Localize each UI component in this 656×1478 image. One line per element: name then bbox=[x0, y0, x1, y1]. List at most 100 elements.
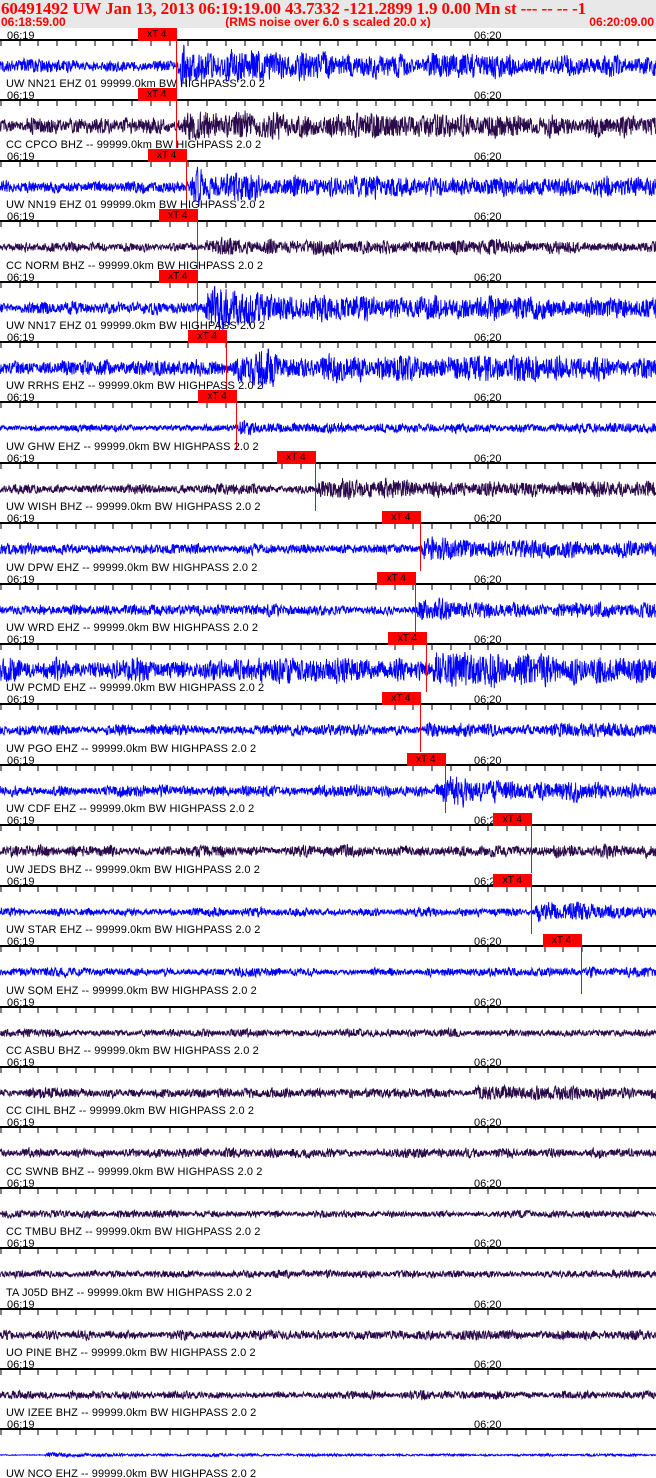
trace-row[interactable]: 06:19 06:20 xT 4 UW SQM EHZ -- 99999.0km BW… bbox=[0, 934, 656, 995]
trace-row[interactable]: 06:19 06:20 xT 4 UW WISH BHZ -- 99999.0km B… bbox=[0, 450, 656, 512]
pick-marker-label[interactable]: xT 4 bbox=[406, 752, 445, 766]
channel-label[interactable]: UW STAR EHZ -- 99999.0km BW HIGHPASS 2.0… bbox=[6, 924, 261, 935]
pick-marker-line[interactable] bbox=[531, 813, 533, 874]
rms-noise-note: (RMS noise over 6.0 s scaled 20.0 x) bbox=[225, 15, 431, 28]
trace-row[interactable]: 06:19 06:20 CC TMBU BHZ -- 99999.0km BW HI… bbox=[0, 1175, 656, 1237]
channel-label[interactable]: UW PCMD EHZ -- 99999.0km BW HIGHPASS 2.0… bbox=[6, 682, 265, 693]
channel-label[interactable]: CC ASBU BHZ -- 99999.0km BW HIGHPASS 2.0… bbox=[6, 1044, 259, 1055]
pick-marker-label[interactable]: xT 4 bbox=[198, 390, 237, 404]
axis-tick-label-left: 06:19 bbox=[7, 1419, 35, 1432]
pick-marker-label[interactable]: xT 4 bbox=[377, 571, 416, 585]
time-axis bbox=[0, 945, 656, 953]
axis-tick-label-right: 06:20 bbox=[474, 452, 502, 465]
channel-label[interactable]: UW IZEE BHZ -- 99999.0km BW HIGHPASS 2.0… bbox=[6, 1407, 257, 1418]
trace-row[interactable]: 06:19 06:20 CC ASBU BHZ -- 99999.0km BW HI… bbox=[0, 994, 656, 1055]
pick-marker-line[interactable] bbox=[196, 209, 198, 270]
pick-marker-label[interactable]: xT 4 bbox=[158, 269, 197, 283]
trace-row[interactable]: 06:19 06:20 xT 4 CC NORM BHZ -- 99999.0km B… bbox=[0, 209, 656, 270]
channel-label[interactable]: TA J05D BHZ -- 99999.0km BW HIGHPASS 2.0… bbox=[6, 1286, 252, 1297]
trace-row[interactable]: 06:19 06:20 xT 4 UW NN19 EHZ 01 99999.0km B… bbox=[0, 148, 656, 210]
axis-tick-label-left: 06:19 bbox=[7, 90, 35, 103]
pick-marker-label[interactable]: xT 4 bbox=[381, 511, 420, 525]
waveform bbox=[0, 44, 656, 88]
time-axis bbox=[0, 884, 656, 892]
trace-row[interactable]: 06:19 06:20 xT 4 UW PGO EHZ -- 99999.0km BW… bbox=[0, 692, 656, 753]
pick-marker-label[interactable]: xT 4 bbox=[388, 632, 427, 646]
pick-marker-line[interactable] bbox=[236, 390, 238, 451]
pick-marker-label[interactable]: xT 4 bbox=[493, 813, 532, 827]
waveform bbox=[0, 966, 656, 979]
trace-row[interactable]: 06:19 06:20 UW NCO EHZ -- 99999.0km BW HIG… bbox=[0, 1417, 656, 1478]
pick-marker-line[interactable] bbox=[185, 148, 187, 209]
pick-marker-line[interactable] bbox=[419, 511, 421, 572]
trace-row[interactable]: 06:19 06:20 UW IZEE BHZ -- 99999.0km BW HI… bbox=[0, 1356, 656, 1418]
pick-marker-label[interactable]: xT 4 bbox=[276, 450, 315, 464]
pick-marker-label[interactable]: xT 4 bbox=[542, 934, 581, 948]
trace-row[interactable]: 06:19 06:20 xT 4 UW NN17 EHZ 01 99999.0km B… bbox=[0, 269, 656, 331]
trace-row[interactable]: 06:19 06:20 xT 4 UW GHW EHZ -- 99999.0km BW… bbox=[0, 390, 656, 451]
pick-marker-label[interactable]: xT 4 bbox=[493, 873, 532, 887]
pick-marker-label[interactable]: xT 4 bbox=[158, 209, 197, 223]
waveform bbox=[0, 652, 656, 689]
pick-marker-line[interactable] bbox=[419, 692, 421, 753]
channel-label[interactable]: UW NN21 EHZ 01 99999.0km BW HIGHPASS 2.0… bbox=[6, 78, 265, 89]
trace-row[interactable]: 06:19 06:20 xT 4 UW RRHS EHZ -- 99999.0km B… bbox=[0, 330, 656, 391]
pick-marker-line[interactable] bbox=[580, 934, 582, 995]
trace-row[interactable]: 06:19 06:20 TA J05D BHZ -- 99999.0km BW HI… bbox=[0, 1236, 656, 1297]
channel-label[interactable]: UO PINE BHZ -- 99999.0km BW HIGHPASS 2.0… bbox=[6, 1346, 256, 1357]
waveform bbox=[0, 1389, 656, 1401]
axis-tick-label-left: 06:19 bbox=[7, 392, 35, 405]
channel-label[interactable]: UW NN17 EHZ 01 99999.0km BW HIGHPASS 2.0… bbox=[6, 320, 265, 331]
channel-label[interactable]: CC NORM BHZ -- 99999.0km BW HIGHPASS 2.0… bbox=[6, 259, 264, 270]
channel-label[interactable]: CC CPCO BHZ -- 99999.0km BW HIGHPASS 2.0… bbox=[6, 138, 262, 149]
pick-marker-line[interactable] bbox=[196, 269, 198, 330]
trace-row[interactable]: 06:19 06:20 UO PINE BHZ -- 99999.0km BW HI… bbox=[0, 1296, 656, 1357]
channel-label[interactable]: UW PGO EHZ -- 99999.0km BW HIGHPASS 2.0 … bbox=[6, 742, 257, 753]
axis-tick-label-right: 06:20 bbox=[474, 754, 502, 767]
channel-label[interactable]: UW JEDS BHZ -- 99999.0km BW HIGHPASS 2.0… bbox=[6, 863, 261, 874]
axis-tick-label-right: 06:20 bbox=[474, 211, 502, 224]
trace-row[interactable]: 06:19 06:20 xT 4 UW CDF EHZ -- 99999.0km BW… bbox=[0, 752, 656, 814]
pick-marker-line[interactable] bbox=[175, 28, 177, 88]
trace-row[interactable]: 06:19 06:20 xT 4 UW PCMD EHZ -- 99999.0km B… bbox=[0, 632, 656, 693]
channel-label[interactable]: CC CIHL BHZ -- 99999.0km BW HIGHPASS 2.0… bbox=[6, 1105, 255, 1116]
channel-label[interactable]: UW WISH BHZ -- 99999.0km BW HIGHPASS 2.0… bbox=[6, 501, 261, 512]
axis-tick-label-left: 06:19 bbox=[7, 754, 35, 767]
channel-label[interactable]: CC SWNB BHZ -- 99999.0km BW HIGHPASS 2.0… bbox=[6, 1165, 263, 1176]
pick-marker-line[interactable] bbox=[226, 330, 228, 391]
pick-marker-label[interactable]: xT 4 bbox=[381, 692, 420, 706]
trace-row[interactable]: 06:19 06:20 xT 4 UW WRD EHZ -- 99999.0km BW… bbox=[0, 571, 656, 633]
pick-marker-label[interactable]: xT 4 bbox=[188, 330, 227, 344]
axis-tick-label-right: 06:20 bbox=[474, 936, 502, 949]
pick-marker-line[interactable] bbox=[415, 571, 417, 632]
trace-row[interactable]: 06:19 06:20 xT 4 UW NN21 EHZ 01 99999.0km B… bbox=[0, 28, 656, 89]
channel-label[interactable]: UW NCO EHZ -- 99999.0km BW HIGHPASS 2.0 … bbox=[6, 1467, 257, 1478]
channel-label[interactable]: UW GHW EHZ -- 99999.0km BW HIGHPASS 2.0 … bbox=[6, 440, 259, 451]
trace-row[interactable]: 06:19 06:20 xT 4 CC CPCO BHZ -- 99999.0km B… bbox=[0, 88, 656, 149]
channel-label[interactable]: UW DPW EHZ -- 99999.0km BW HIGHPASS 2.0 … bbox=[6, 561, 258, 572]
trace-row[interactable]: 06:19 06:20 CC SWNB BHZ -- 99999.0km BW HI… bbox=[0, 1115, 656, 1176]
channel-label[interactable]: UW RRHS EHZ -- 99999.0km BW HIGHPASS 2.0… bbox=[6, 380, 264, 391]
channel-label[interactable]: UW SQM EHZ -- 99999.0km BW HIGHPASS 2.0 … bbox=[6, 984, 257, 995]
pick-marker-label[interactable]: xT 4 bbox=[137, 28, 176, 41]
pick-marker-label[interactable]: xT 4 bbox=[147, 148, 186, 162]
trace-row[interactable]: 06:19 06:20 xT 4 UW DPW EHZ -- 99999.0km BW… bbox=[0, 511, 656, 572]
time-axis bbox=[0, 1428, 656, 1436]
trace-row[interactable]: 06:19 06:20 xT 4 UW JEDS BHZ -- 99999.0km B… bbox=[0, 813, 656, 874]
time-axis bbox=[0, 1186, 656, 1194]
channel-label[interactable]: UW CDF EHZ -- 99999.0km BW HIGHPASS 2.0 … bbox=[6, 803, 255, 814]
pick-marker-line[interactable] bbox=[426, 632, 428, 693]
channel-label[interactable]: CC TMBU BHZ -- 99999.0km BW HIGHPASS 2.0… bbox=[6, 1226, 261, 1237]
trace-row[interactable]: 06:19 06:20 xT 4 UW STAR EHZ -- 99999.0km B… bbox=[0, 873, 656, 935]
waveform bbox=[0, 1328, 656, 1342]
channel-label[interactable]: UW WRD EHZ -- 99999.0km BW HIGHPASS 2.0 … bbox=[6, 622, 259, 633]
channel-label[interactable]: UW NN19 EHZ 01 99999.0km BW HIGHPASS 2.0… bbox=[6, 199, 265, 210]
pick-marker-line[interactable] bbox=[444, 752, 446, 813]
pick-marker-line[interactable] bbox=[531, 873, 533, 934]
pick-marker-line[interactable] bbox=[314, 450, 316, 511]
pick-marker-line[interactable] bbox=[175, 88, 177, 149]
time-axis bbox=[0, 703, 656, 711]
trace-row[interactable]: 06:19 06:20 CC CIHL BHZ -- 99999.0km BW HI… bbox=[0, 1054, 656, 1116]
pick-marker-label[interactable]: xT 4 bbox=[137, 88, 176, 102]
time-axis bbox=[0, 280, 656, 288]
